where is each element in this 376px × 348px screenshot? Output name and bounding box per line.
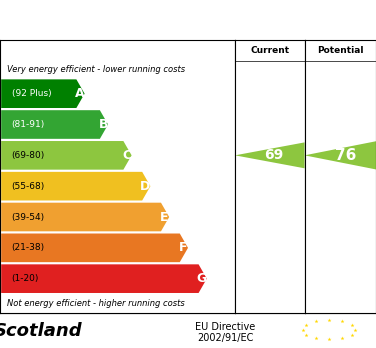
Text: E: E bbox=[160, 211, 168, 223]
Text: G: G bbox=[197, 272, 207, 285]
Text: Potential: Potential bbox=[317, 46, 364, 55]
Text: (92 Plus): (92 Plus) bbox=[12, 89, 52, 98]
Text: (69-80): (69-80) bbox=[12, 151, 45, 160]
Text: Energy Efficiency Rating: Energy Efficiency Rating bbox=[64, 11, 312, 29]
Text: Current: Current bbox=[250, 46, 290, 55]
Polygon shape bbox=[1, 110, 108, 139]
Text: 76: 76 bbox=[335, 148, 357, 163]
Polygon shape bbox=[235, 142, 305, 168]
Text: (55-68): (55-68) bbox=[12, 182, 45, 191]
Text: C: C bbox=[122, 149, 131, 162]
Polygon shape bbox=[1, 264, 207, 293]
Polygon shape bbox=[1, 172, 150, 200]
Text: (81-91): (81-91) bbox=[12, 120, 45, 129]
Text: (1-20): (1-20) bbox=[12, 274, 39, 283]
Text: Scotland: Scotland bbox=[0, 322, 82, 340]
Text: (21-38): (21-38) bbox=[12, 243, 45, 252]
Text: A: A bbox=[75, 87, 85, 100]
Text: F: F bbox=[179, 241, 187, 254]
Text: Very energy efficient - lower running costs: Very energy efficient - lower running co… bbox=[7, 65, 185, 74]
Text: B: B bbox=[99, 118, 108, 131]
Text: D: D bbox=[140, 180, 151, 193]
Text: (39-54): (39-54) bbox=[12, 213, 45, 221]
Polygon shape bbox=[305, 141, 376, 170]
Text: EU Directive: EU Directive bbox=[196, 322, 256, 332]
Polygon shape bbox=[1, 234, 188, 262]
Text: 2002/91/EC: 2002/91/EC bbox=[197, 333, 254, 343]
Text: Not energy efficient - higher running costs: Not energy efficient - higher running co… bbox=[7, 299, 185, 308]
Text: 69: 69 bbox=[264, 148, 283, 162]
Polygon shape bbox=[1, 79, 85, 108]
Polygon shape bbox=[1, 203, 169, 231]
Polygon shape bbox=[1, 141, 132, 170]
